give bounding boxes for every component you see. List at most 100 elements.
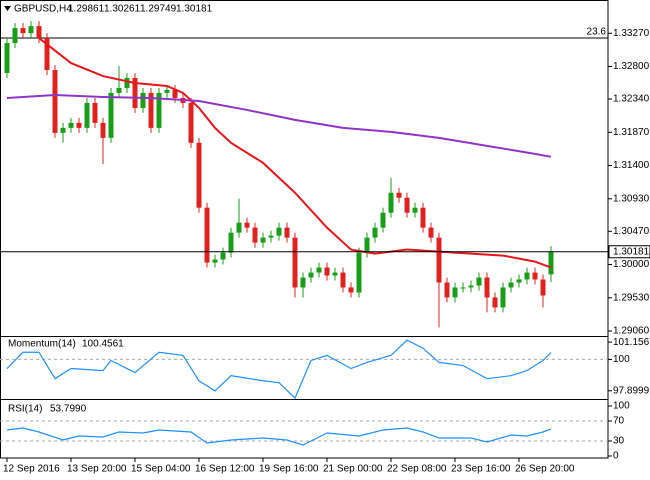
indicator-value: 100.4561 (82, 339, 124, 350)
moving-average (38, 37, 552, 269)
y-tick-label: 97.8999 (613, 385, 650, 396)
candle-body (12, 28, 18, 44)
candle-body (348, 287, 354, 293)
plot-frame (0, 0, 609, 459)
candle-body (476, 277, 482, 286)
candle-body (244, 222, 250, 228)
candle-body (524, 272, 530, 280)
x-tick-label: 16 Sep 12:00 (195, 464, 255, 475)
candle-body (436, 237, 442, 283)
candle-body (404, 197, 410, 213)
fib-label: 23.6 (587, 27, 607, 38)
x-tick-label: 21 Sep 00:00 (323, 464, 383, 475)
candle-body (172, 89, 178, 98)
indicator-line (6, 427, 552, 446)
y-tick-label: 1.33270 (613, 28, 650, 39)
candle-body (20, 28, 26, 34)
candle-body (500, 287, 506, 308)
candle-body (420, 207, 426, 228)
y-tick-label: 1.29060 (613, 326, 650, 337)
candle-body (228, 232, 234, 253)
candle-body (396, 192, 402, 198)
candle-body (252, 227, 258, 243)
candle-body (532, 272, 538, 280)
candle-body (36, 26, 42, 39)
y-tick-label: 101.1567 (613, 337, 650, 348)
x-tick-label: 23 Sep 16:00 (451, 464, 511, 475)
candle-body (372, 227, 378, 238)
candle-body (60, 127, 66, 133)
y-tick-label: 1.32800 (613, 61, 650, 72)
y-tick-label: 1.32340 (613, 94, 650, 105)
candle-body (188, 102, 194, 143)
y-tick-label: 100 (613, 401, 630, 412)
indicator-title: RSI(14) (8, 404, 42, 415)
candle-body (116, 87, 122, 93)
candle-body (132, 78, 138, 108)
price-box (608, 245, 650, 259)
candle-body (492, 297, 498, 308)
candle-body (76, 122, 82, 128)
candle-body (148, 92, 154, 128)
y-tick-label: 1.30930 (613, 193, 650, 204)
x-tick-label: 13 Sep 20:00 (67, 464, 127, 475)
candle-body (460, 287, 466, 289)
candle-body (28, 26, 34, 34)
indicator-value: 53.7990 (50, 404, 87, 415)
y-tick-label: 30 (613, 436, 625, 447)
candle-body (540, 279, 546, 296)
candle-body (324, 267, 330, 276)
indicator-title: Momentum(14) (8, 339, 76, 350)
candle-body (412, 207, 418, 213)
x-tick-label: 15 Sep 04:00 (131, 464, 191, 475)
candle-body (84, 102, 90, 128)
candle-body (236, 222, 242, 233)
candle-body (100, 122, 106, 138)
y-tick-label: 100 (613, 354, 630, 365)
header-low: 1.29749 (140, 4, 177, 15)
candle-body (516, 279, 522, 283)
menu-arrow[interactable] (4, 6, 11, 11)
candle-body (140, 92, 146, 108)
candle-body (260, 237, 266, 243)
y-tick-label: 1.30000 (613, 259, 650, 270)
candle-body (276, 227, 282, 236)
candle-body (332, 272, 338, 276)
candle-body (212, 259, 218, 263)
x-tick-label: 22 Sep 08:00 (387, 464, 447, 475)
y-tick-label: 1.31400 (613, 160, 650, 171)
candle-body (548, 251, 554, 275)
candle-body (92, 102, 98, 123)
candle-body (156, 92, 162, 128)
candle-body (428, 227, 434, 238)
candle-body (220, 252, 226, 260)
candle-body (124, 78, 130, 88)
candle-body (204, 207, 210, 263)
candle-body (284, 227, 290, 238)
x-tick-label: 19 Sep 16:00 (259, 464, 319, 475)
y-tick-label: 1.29530 (613, 292, 650, 303)
candle-body (268, 235, 274, 238)
y-tick-label: 70 (613, 416, 625, 427)
candle-body (356, 252, 362, 293)
candle-body (300, 277, 306, 288)
candle-body (308, 272, 314, 278)
candle-body (452, 287, 458, 298)
header-close: 1.30181 (176, 4, 213, 15)
candle-body (340, 272, 346, 288)
header-open: 1.29861 (68, 4, 105, 15)
y-tick-label: 1.31870 (613, 127, 650, 138)
y-tick-label: 0 (613, 451, 619, 462)
x-tick-label: 12 Sep 2016 (3, 464, 60, 475)
candle-body (68, 122, 74, 128)
header-high: 1.30261 (104, 4, 141, 15)
symbol-title: GBPUSD,H4 (14, 4, 72, 15)
candle-body (380, 212, 386, 228)
candle-body (364, 237, 370, 253)
moving-average (6, 93, 552, 158)
candle-body (444, 282, 450, 298)
candle-body (108, 92, 114, 138)
candle-body (484, 277, 490, 298)
